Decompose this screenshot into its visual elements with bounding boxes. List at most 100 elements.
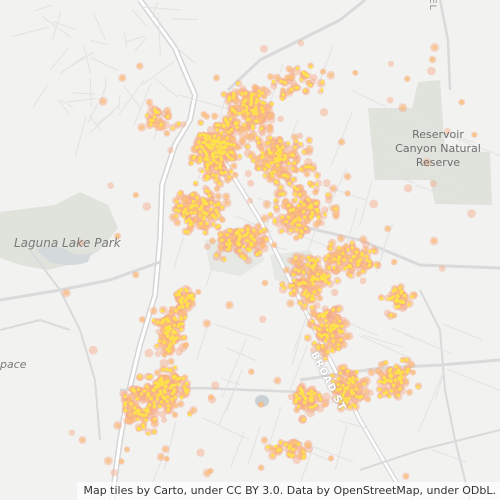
density-point-core (339, 338, 343, 342)
minor-street (90, 57, 120, 72)
density-point-core (240, 254, 244, 259)
density-point-core (152, 115, 157, 119)
density-point-core (295, 86, 299, 90)
density-point-mid (300, 223, 306, 228)
density-point-core (257, 89, 261, 93)
density-point-mid (317, 296, 322, 301)
density-point-core (261, 154, 265, 158)
density-point (361, 240, 370, 249)
density-point-core (156, 320, 160, 324)
density-point-mid (220, 134, 225, 140)
density-point-core (290, 153, 294, 157)
density-point-core (124, 409, 128, 413)
density-point-core (172, 383, 177, 387)
density-point-core (272, 160, 276, 164)
minor-street (304, 228, 317, 260)
density-point-core (351, 376, 355, 380)
density-point-core (209, 201, 213, 205)
density-point-core (181, 376, 185, 380)
minor-street (351, 89, 387, 108)
minor-street (93, 12, 106, 40)
density-point-core (214, 174, 219, 178)
density-point-core (394, 365, 398, 369)
density-point-core (327, 274, 331, 278)
density-point (359, 277, 367, 285)
minor-street (415, 184, 452, 199)
density-point-core (167, 319, 171, 323)
density-point-core (313, 277, 317, 281)
road-reserve (419, 289, 471, 500)
density-point-core (306, 165, 310, 169)
density-point-core (260, 151, 264, 155)
density-point-core (164, 317, 168, 321)
density-point (264, 89, 272, 96)
minor-street (51, 10, 62, 42)
density-point-core (338, 319, 342, 323)
density-point-core (260, 91, 264, 95)
density-point-core (218, 144, 222, 148)
density-point-core (193, 211, 197, 215)
minor-street (330, 112, 353, 167)
density-point-core (200, 145, 204, 150)
density-point-core (202, 149, 207, 153)
density-point-core (266, 445, 270, 449)
density-point-core (185, 212, 189, 216)
density-point-core (292, 185, 296, 189)
density-point-core (176, 382, 180, 386)
density-point-core (274, 205, 278, 209)
density-point-mid (168, 359, 174, 364)
density-point-core (299, 167, 303, 171)
density-point (68, 429, 76, 436)
density-point-core (180, 396, 184, 400)
density-point-core (215, 128, 219, 132)
reserve-label-line-2: Canyon Natural (395, 142, 481, 155)
density-point-core (133, 389, 137, 393)
density-point-mid (333, 210, 339, 215)
density-point-core (242, 234, 246, 238)
density-point-core (258, 250, 262, 254)
density-point-mid (204, 225, 209, 230)
density-point-core (246, 111, 250, 115)
density-point-core (341, 252, 345, 256)
density-point-core (331, 308, 335, 312)
density-point-core (292, 219, 296, 223)
density-point-core (162, 396, 166, 400)
density-point-core (222, 146, 226, 150)
density-point-core (351, 403, 355, 407)
minor-street (441, 322, 483, 341)
density-point-core (274, 444, 278, 448)
density-point (211, 381, 220, 390)
density-point-mid (341, 377, 347, 383)
density-point-core (176, 204, 181, 208)
density-point-mid (345, 174, 350, 179)
density-point-core (141, 423, 145, 427)
minor-street (67, 98, 97, 103)
density-point-core (157, 393, 161, 397)
density-point-core (278, 139, 282, 143)
density-point-mid (357, 383, 362, 388)
minor-street (74, 117, 87, 158)
minor-street (256, 197, 281, 207)
minor-street (391, 327, 452, 355)
density-point (381, 382, 389, 390)
minor-street (301, 448, 330, 461)
density-point-core (192, 154, 197, 158)
density-point-core (302, 450, 306, 454)
corner-street-label: EL (427, 0, 437, 11)
density-point-core (157, 383, 162, 387)
density-point-core (355, 377, 359, 381)
density-point-mid (127, 413, 132, 418)
density-point-core (177, 322, 181, 326)
density-point-core (295, 227, 299, 231)
minor-street (297, 234, 343, 254)
density-point (427, 66, 436, 76)
density-point-core (250, 243, 254, 247)
density-point-core (253, 238, 257, 242)
density-point-core (198, 133, 202, 137)
density-point-mid (385, 226, 390, 231)
density-point (110, 469, 119, 477)
density-point-core (198, 159, 202, 163)
minor-street (225, 347, 257, 362)
density-point-core (191, 199, 196, 203)
